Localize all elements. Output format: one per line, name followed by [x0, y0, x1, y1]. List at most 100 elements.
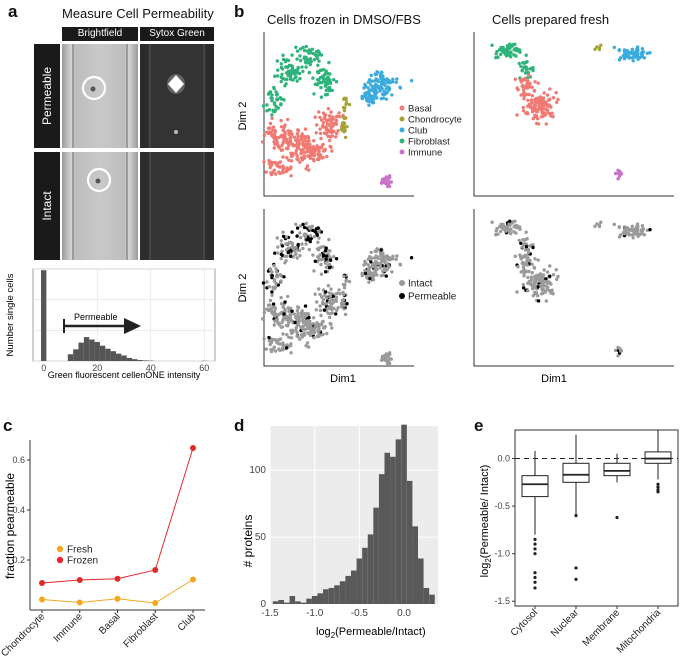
umap-point — [363, 268, 367, 273]
umap-point — [616, 177, 620, 181]
d-xtick-label: -1.5 — [261, 608, 279, 619]
umap-point — [551, 96, 556, 100]
umap-point — [534, 292, 538, 296]
umap-point — [339, 127, 344, 131]
umap-point — [334, 295, 339, 300]
umap-point — [288, 316, 293, 320]
umap-point — [327, 85, 332, 90]
umap-point — [398, 262, 402, 266]
hist-a-bar — [94, 341, 100, 361]
row-label-bar-permeable: Permeable — [34, 44, 60, 148]
umap-point — [363, 82, 367, 87]
umap-point — [330, 149, 334, 153]
umap-point — [513, 42, 517, 46]
umap-point — [314, 50, 319, 54]
e-outlier — [533, 547, 537, 551]
umap-point — [383, 260, 387, 264]
panel-d-letter: d — [234, 416, 245, 435]
umap-point — [334, 80, 339, 84]
umap-point — [631, 236, 635, 240]
d-bar — [272, 601, 279, 604]
umap-point — [318, 115, 322, 120]
hist-a-bar — [41, 270, 47, 361]
umap-point — [286, 246, 290, 251]
umap-point — [298, 253, 302, 258]
umap-point — [325, 331, 329, 336]
umap-point — [303, 127, 308, 131]
umap-point — [386, 182, 391, 187]
e-outlier — [656, 490, 660, 494]
umap-point — [275, 317, 279, 321]
umap-point — [530, 94, 534, 98]
umap-point — [262, 133, 266, 138]
umap-point — [262, 160, 266, 164]
umap-point — [513, 77, 517, 81]
umap-point — [642, 233, 647, 237]
umap-point — [323, 249, 328, 253]
c-legend-swatch — [56, 545, 64, 553]
umap-point — [324, 77, 329, 81]
e-outlier — [574, 514, 578, 518]
umap-point — [642, 56, 647, 60]
umap-point — [294, 45, 298, 49]
panel-b-letter: b — [234, 2, 245, 21]
umap-point — [532, 280, 536, 284]
umap-point — [324, 265, 328, 270]
umap-point — [302, 56, 306, 60]
umap-point — [630, 224, 634, 228]
umap-point — [515, 113, 519, 117]
umap-point — [275, 161, 279, 165]
umap-point — [326, 107, 331, 111]
umap-point — [308, 48, 313, 52]
umap-point — [337, 288, 341, 292]
umap-point — [298, 231, 302, 235]
umap-point — [327, 129, 332, 134]
sytox-permeable-image — [140, 44, 214, 148]
umap-point — [299, 333, 304, 337]
umap-point — [319, 323, 324, 327]
umap-point — [370, 79, 374, 83]
umap-point — [376, 84, 380, 89]
umap-point — [300, 242, 304, 246]
umap-point — [318, 76, 322, 80]
umap-point — [315, 300, 319, 304]
row-label-intact: Intact — [40, 191, 54, 221]
e-box — [521, 475, 549, 498]
c-xtick-label: Club — [176, 611, 199, 634]
umap-point — [295, 132, 300, 136]
umap-point — [544, 122, 548, 126]
umap-point — [379, 97, 383, 101]
umap-point — [385, 255, 389, 259]
umap-point — [291, 246, 295, 251]
umap-point — [526, 289, 530, 293]
umap-point — [281, 230, 285, 234]
e-ytick-label: -1.5 — [494, 596, 510, 606]
umap-point — [538, 272, 543, 276]
umap-point — [271, 128, 275, 132]
umap-point — [384, 274, 388, 278]
umap-point — [298, 337, 302, 341]
umap-point — [293, 76, 297, 80]
umap-point — [531, 293, 535, 298]
d-bar — [278, 599, 284, 604]
umap-point — [372, 87, 376, 91]
umap-point — [279, 302, 284, 306]
umap-point — [304, 242, 308, 246]
umap-point — [330, 134, 334, 138]
umap-point — [295, 226, 300, 230]
umap-point — [281, 128, 285, 132]
umap-point — [303, 315, 307, 319]
umap-point — [387, 353, 392, 357]
umap-point — [284, 346, 289, 350]
umap-point — [311, 145, 316, 149]
umap-point — [343, 283, 347, 287]
umap-point — [273, 251, 277, 255]
hist-a-bar — [126, 357, 133, 361]
umap-point — [531, 116, 535, 121]
umap-point — [395, 254, 399, 258]
e-box — [562, 462, 590, 483]
panel-b-title-left: Cells frozen in DMSO/FBS — [267, 12, 421, 27]
umap-point — [331, 117, 335, 121]
umap-point — [317, 287, 321, 291]
umap-point — [312, 316, 316, 320]
